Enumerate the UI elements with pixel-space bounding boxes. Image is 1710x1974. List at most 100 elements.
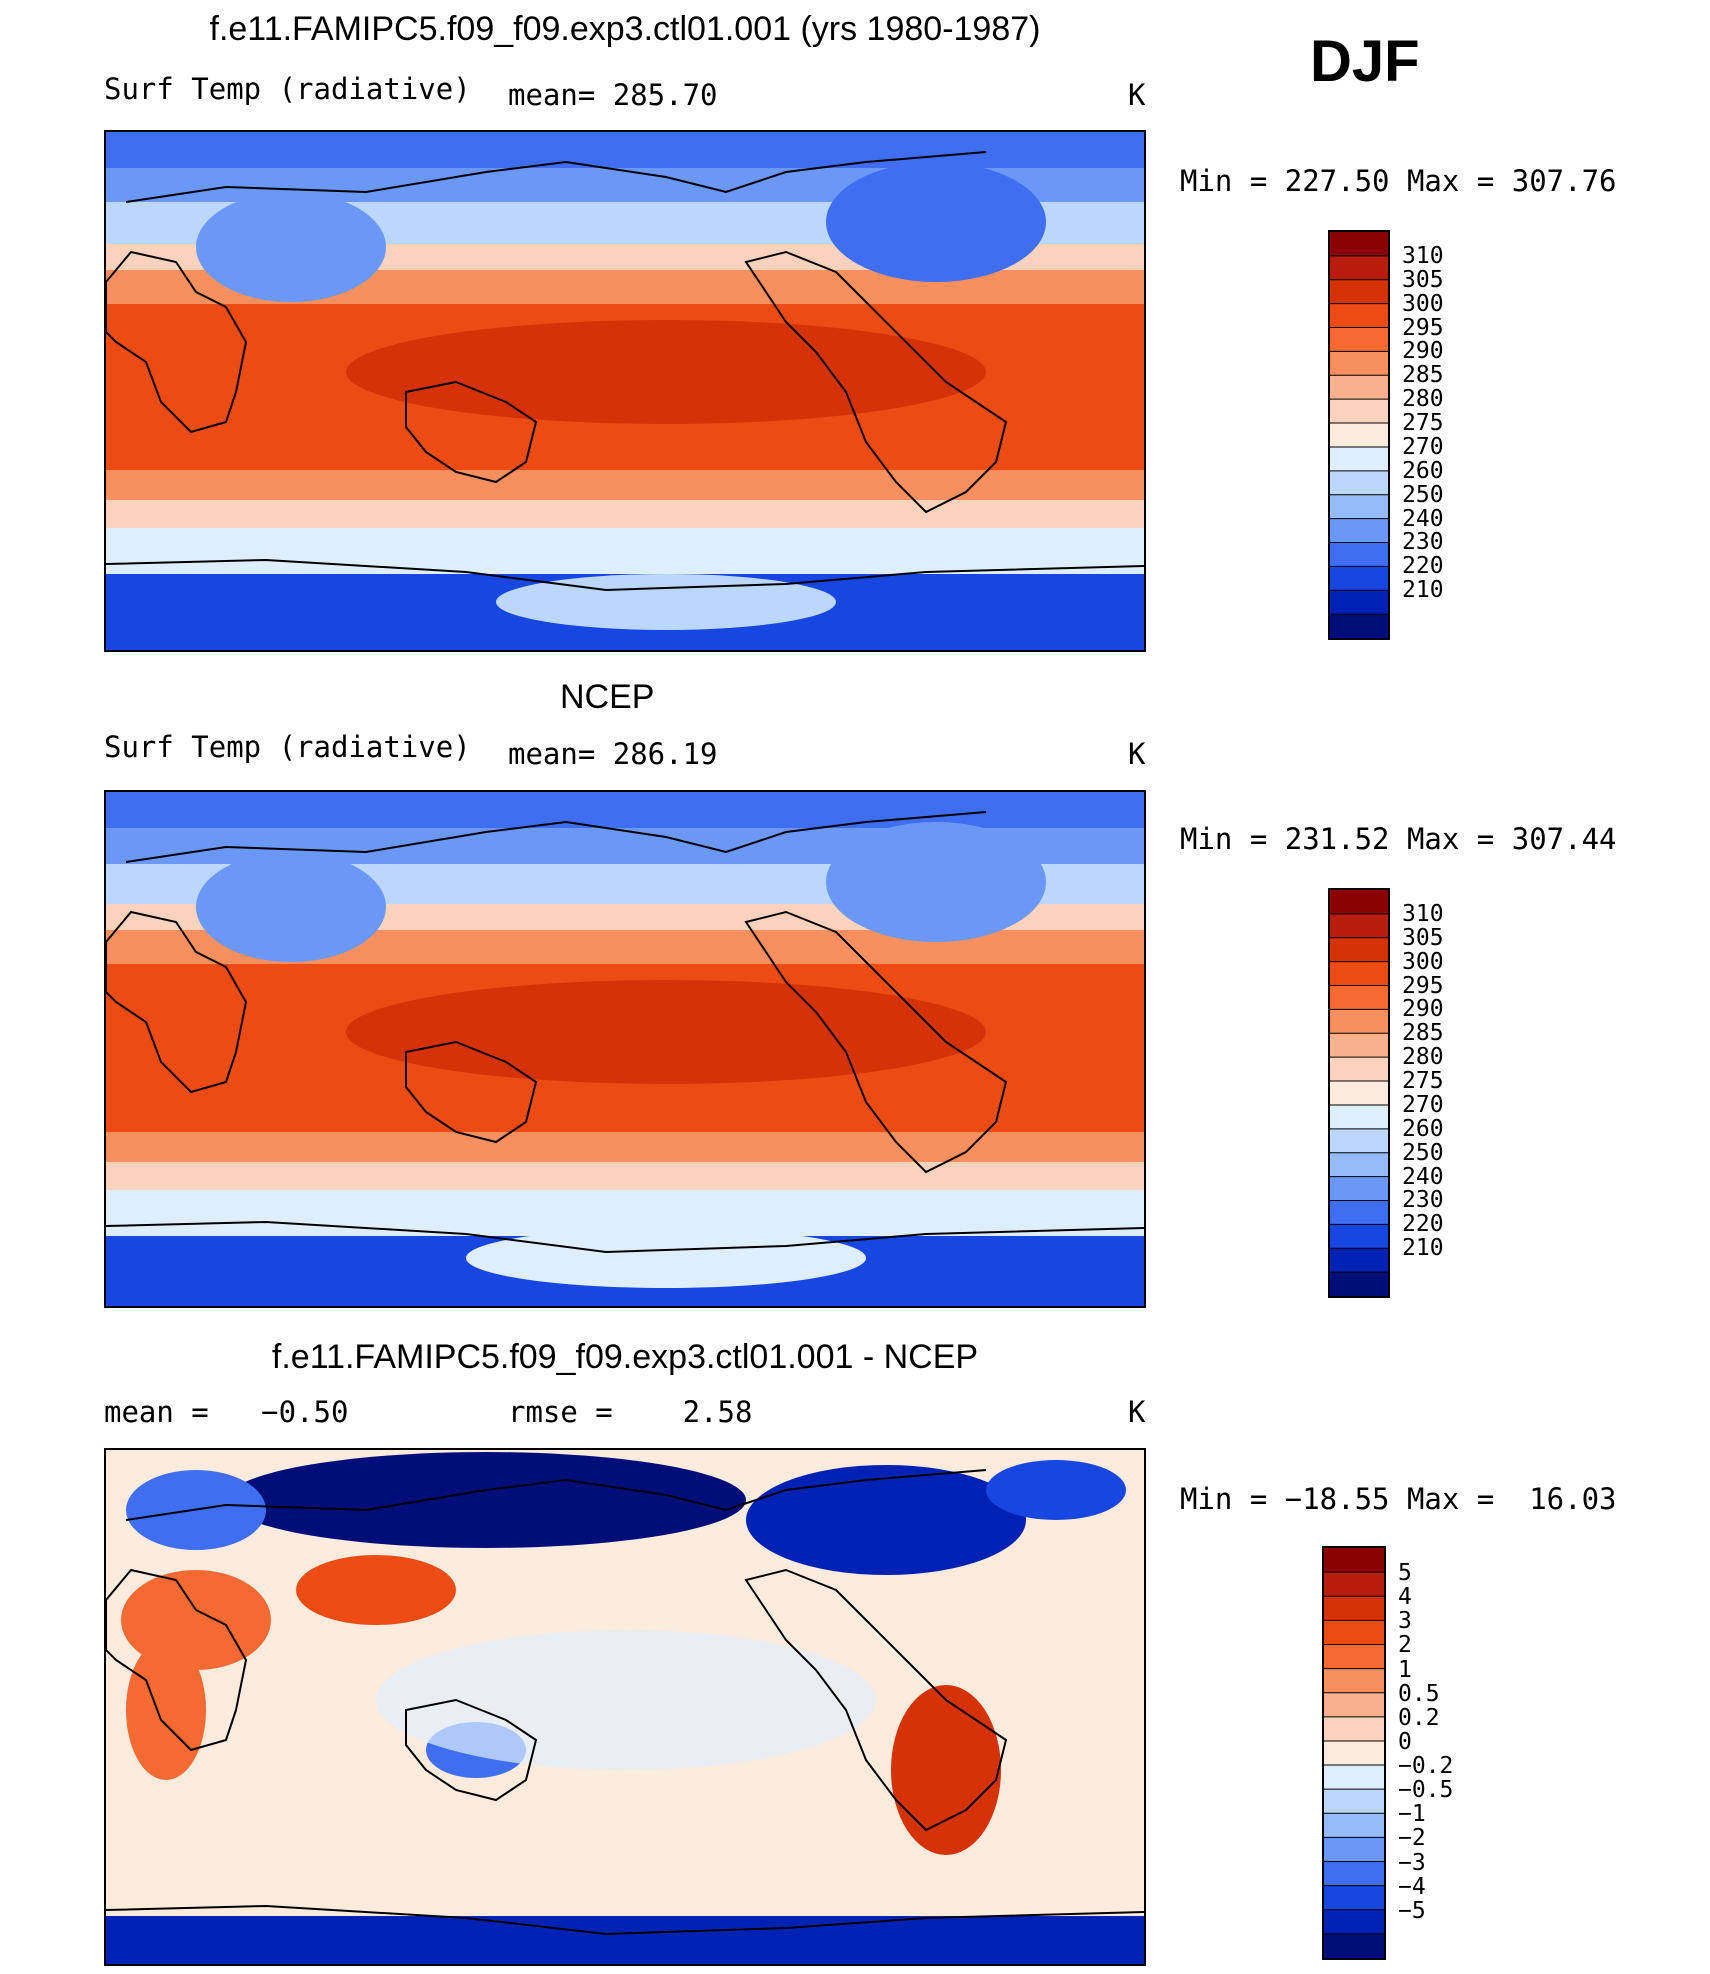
colorbar-tick-label: 2 [1398, 1632, 1412, 1659]
colorbar-tick-label: 290 [1402, 996, 1444, 1023]
colorbar-tick-label: 300 [1402, 290, 1444, 317]
panel-model-mean: mean= 285.70 [508, 78, 718, 112]
panel-model-title: f.e11.FAMIPC5.f09_f09.exp3.ctl01.001 (yr… [209, 10, 1041, 48]
colorbar-tick-label: 230 [1402, 1187, 1444, 1214]
coast-americas [744, 1568, 1008, 1832]
colorbar-swatch [1330, 1224, 1388, 1249]
colorbar-tick-label: 270 [1402, 1091, 1444, 1118]
panel-obs-map-svg [106, 792, 1144, 1306]
cold-eurasia [196, 192, 386, 302]
panel-diff-mean: mean = −0.50 [104, 1395, 349, 1429]
coast-arctic [125, 811, 987, 863]
panel-obs-variable: Surf Temp (radiative) [104, 730, 471, 764]
cold-north-america [826, 822, 1046, 942]
band-arctic [106, 792, 1144, 828]
panel-obs-units: K [1128, 737, 1146, 771]
colorbar-tick-label: 285 [1402, 1020, 1444, 1047]
warm-anomaly-asia [296, 1555, 456, 1625]
panel-diff-map-svg [106, 1450, 1144, 1964]
colorbar-tick-label: 230 [1402, 529, 1444, 556]
colorbar-swatch [1330, 399, 1388, 424]
colorbar-swatch [1330, 446, 1388, 472]
coast-australia [405, 380, 538, 484]
coast-antarctica [106, 1220, 1144, 1254]
colorbar-swatch [1330, 1081, 1388, 1106]
panel-model-units: K [1128, 78, 1146, 112]
colorbar-swatch [1324, 1596, 1384, 1621]
colorbar-tick-label: 275 [1402, 410, 1444, 437]
colorbar-tick-label: −1 [1398, 1801, 1426, 1828]
colorbar-tick-label: 285 [1402, 362, 1444, 389]
colorbar-tick-label: 0.5 [1398, 1680, 1440, 1707]
panel-diff-map [104, 1448, 1146, 1966]
colorbar-swatch [1324, 1813, 1384, 1838]
colorbar-tick-label: −0.5 [1398, 1777, 1454, 1804]
colorbar-swatch [1324, 1933, 1384, 1959]
colorbar-absolute-1 [1328, 230, 1390, 640]
colorbar-tick-label: 260 [1402, 457, 1444, 484]
band-south-subtropic [106, 470, 1144, 500]
colorbar-tick-label: 0.2 [1398, 1704, 1440, 1731]
colorbar-swatch [1330, 423, 1388, 448]
panel-model-map-svg [106, 132, 1144, 650]
coast-africa [106, 1568, 248, 1752]
panel-diff-range: Min = −18.55 Max = 16.03 [1180, 1482, 1617, 1516]
colorbar-swatch [1330, 255, 1388, 281]
neutral-pacific [376, 1630, 876, 1770]
ross-sea [466, 1228, 866, 1288]
colorbar-tick-label: 5 [1398, 1560, 1412, 1587]
colorbar-tick-label: 310 [1402, 900, 1444, 927]
coast-americas [744, 910, 1008, 1174]
band-south-midlat [106, 500, 1144, 528]
warm-pool [346, 980, 986, 1084]
panel-diff-rmse: rmse = 2.58 [508, 1395, 753, 1429]
colorbar-swatch [1324, 1620, 1384, 1645]
colorbar-tick-label: 250 [1402, 1139, 1444, 1166]
colorbar-absolute-1-labels: 310 305 300 295 290 285 280 275 270 260 250 240 230 2… [1402, 242, 1522, 625]
colorbar-tick-label: 310 [1402, 242, 1444, 269]
colorbar-swatch [1330, 890, 1388, 915]
colorbar-tick-label: 295 [1402, 972, 1444, 999]
colorbar-swatch [1330, 937, 1388, 963]
colorbar-tick-label: 305 [1402, 924, 1444, 951]
colorbar-swatch [1330, 590, 1388, 615]
colorbar-swatch [1330, 351, 1388, 376]
colorbar-tick-label: 260 [1402, 1115, 1444, 1142]
panel-diff-units: K [1128, 1395, 1146, 1429]
band-southern-ocean [106, 528, 1144, 574]
colorbar-swatch [1324, 1740, 1384, 1766]
colorbar-tick-label: 280 [1402, 386, 1444, 413]
colorbar-tick-label: 210 [1402, 1235, 1444, 1262]
colorbar-tick-label: 210 [1402, 577, 1444, 604]
cold-anomaly-greenland [986, 1460, 1126, 1520]
colorbar-tick-label: 300 [1402, 948, 1444, 975]
colorbar-tick-label: 295 [1402, 314, 1444, 341]
colorbar-swatch [1330, 1200, 1388, 1225]
colorbar-tick-label: 3 [1398, 1608, 1412, 1635]
colorbar-swatch [1330, 470, 1388, 496]
coast-australia [405, 1698, 538, 1802]
colorbar-swatch [1330, 1176, 1388, 1201]
colorbar-swatch [1330, 494, 1388, 520]
warm-pool [346, 320, 986, 424]
colorbar-swatch [1324, 1692, 1384, 1718]
colorbar-swatch [1324, 1644, 1384, 1670]
panel-obs-title: NCEP [560, 678, 655, 716]
colorbar-swatch [1330, 614, 1388, 639]
colorbar-swatch [1330, 279, 1388, 305]
colorbar-tick-label: 1 [1398, 1656, 1412, 1683]
colorbar-swatch [1324, 1885, 1384, 1911]
colorbar-swatch [1324, 1837, 1384, 1863]
colorbar-swatch [1330, 1152, 1388, 1178]
colorbar-absolute-2-svg [1330, 890, 1388, 1297]
panel-obs-map [104, 790, 1146, 1308]
colorbar-swatch [1330, 327, 1388, 352]
colorbar-tick-label: 220 [1402, 553, 1444, 580]
colorbar-swatch [1330, 913, 1388, 939]
colorbar-swatch [1330, 542, 1388, 567]
colorbar-tick-label: 240 [1402, 505, 1444, 532]
colorbar-swatch [1324, 1765, 1384, 1790]
colorbar-swatch [1324, 1716, 1384, 1742]
colorbar-swatch [1330, 232, 1388, 257]
coast-antarctica [106, 558, 1144, 592]
